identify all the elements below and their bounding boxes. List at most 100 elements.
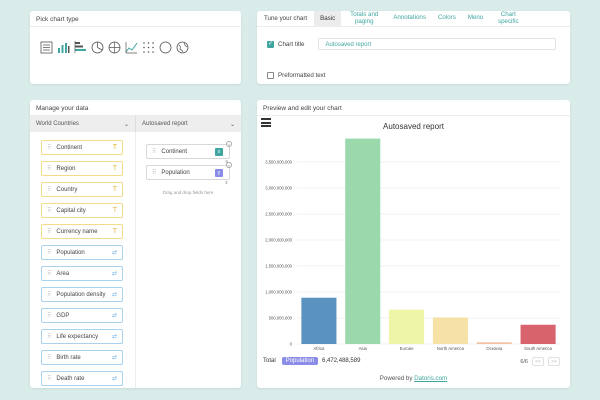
- manage-data-panel: Manage your data World Countries ⌄ Autosa…: [30, 100, 241, 388]
- chart-title-input[interactable]: Autosaved report: [318, 38, 557, 50]
- report-field-continent[interactable]: ⠿ Continent x × 6: [146, 141, 232, 164]
- drag-handle-icon[interactable]: ⠿: [47, 334, 52, 340]
- panel-title: Preview and edit your chart: [257, 100, 570, 116]
- tune-chart-panel: Tune your chart Basic Totals and paging …: [257, 11, 570, 84]
- tab-basic[interactable]: Basic: [314, 11, 342, 27]
- available-fields: ⠿ Continent T ⠿ Region T ⠿ Country T ⠿ Capital …: [41, 140, 123, 388]
- globe-icon[interactable]: [176, 41, 189, 54]
- prev-page-button[interactable]: <<: [532, 357, 544, 366]
- scatter-icon[interactable]: [108, 41, 121, 54]
- field-country[interactable]: ⠿ Country T: [41, 182, 123, 197]
- drag-handle-icon[interactable]: ⠿: [47, 355, 52, 361]
- datoris-link[interactable]: Datoris.com: [414, 375, 448, 382]
- bar-europe[interactable]: [389, 309, 425, 344]
- field-label: Country: [56, 186, 78, 193]
- drag-handle-icon[interactable]: ⠿: [47, 208, 52, 214]
- chart-type-list: [30, 27, 241, 54]
- preformatted-row: Preformatted text: [267, 72, 325, 79]
- chart-title: Autosaved report: [383, 122, 444, 131]
- field-currency-name[interactable]: ⠿ Currency name T: [41, 224, 123, 239]
- field-continent[interactable]: ⠿ Continent T: [41, 140, 123, 155]
- bar-south-america[interactable]: [520, 324, 556, 344]
- bar-africa[interactable]: [301, 297, 337, 344]
- horizontal-bar-icon[interactable]: [74, 41, 87, 54]
- bar-oceania[interactable]: [476, 342, 512, 344]
- source-bar: World Countries ⌄ Autosaved report ⌄: [30, 116, 241, 132]
- y-tick-label: 1,500,000,000: [265, 264, 292, 269]
- field-label: Continent: [161, 148, 188, 155]
- bar-north-america[interactable]: [432, 317, 468, 344]
- drag-handle-icon[interactable]: ⠿: [47, 376, 52, 382]
- report-select[interactable]: Autosaved report ⌄: [135, 116, 241, 132]
- report-fields: ⠿ Continent x × 6 ⠿ Population y × Σ Dra…: [146, 141, 232, 195]
- bar-asia[interactable]: [345, 138, 381, 344]
- chart-title-checkbox[interactable]: ✓: [267, 40, 274, 48]
- field-population-density[interactable]: ⠿ Population density ⇄: [41, 287, 123, 302]
- field-area[interactable]: ⠿ Area ⇄: [41, 266, 123, 281]
- tune-tabs: Tune your chart Basic Totals and paging …: [257, 11, 570, 27]
- drag-handle-icon[interactable]: ⠿: [47, 229, 52, 235]
- drag-handle-icon[interactable]: ⠿: [47, 250, 52, 256]
- source-name: World Countries: [36, 121, 79, 127]
- panel-title: Pick chart type: [30, 11, 241, 27]
- tab-totals-paging[interactable]: Totals and paging: [350, 11, 379, 25]
- text-type-icon: T: [112, 165, 117, 172]
- chevron-down-icon: ⌄: [229, 121, 235, 128]
- drag-handle-icon[interactable]: ⠿: [47, 187, 52, 193]
- page-indicator: 6/6: [520, 358, 528, 365]
- tab-annotations[interactable]: Annotations: [393, 14, 426, 22]
- bar-chart: 0 500,000,000 1,000,000,000 1,500,000,000 2,…: [265, 138, 560, 350]
- drag-handle-icon[interactable]: ⠿: [152, 149, 157, 155]
- pie-chart-icon[interactable]: [91, 41, 104, 54]
- axis-badge[interactable]: y: [215, 169, 223, 177]
- chevron-down-icon: ⌄: [123, 121, 129, 128]
- field-gdp[interactable]: ⠿ GDP ⇄: [41, 308, 123, 323]
- drag-handle-icon[interactable]: ⠿: [47, 271, 52, 277]
- powered-prefix: Powered by: [379, 375, 413, 382]
- number-type-icon: ⇄: [111, 376, 117, 382]
- total-row: Total Population 6,472,488,589: [263, 357, 360, 365]
- menu-icon[interactable]: [261, 118, 271, 128]
- dot-matrix-icon[interactable]: [142, 41, 155, 54]
- axis-badge[interactable]: x: [215, 148, 223, 156]
- field-label: GDP: [56, 312, 70, 319]
- table-icon[interactable]: [40, 41, 53, 54]
- x-tick-label: Oceania: [486, 346, 503, 350]
- field-population[interactable]: ⠿ Population ⇄: [41, 245, 123, 260]
- tab-chart-specific[interactable]: Chart specific: [497, 11, 519, 25]
- column-divider: [135, 132, 136, 388]
- circle-icon[interactable]: [159, 41, 172, 54]
- text-type-icon: T: [112, 186, 117, 193]
- tab-menu[interactable]: Menu: [467, 14, 484, 22]
- remove-icon[interactable]: ×: [226, 141, 232, 147]
- field-label: Currency name: [56, 228, 98, 235]
- tab-colors[interactable]: Colors: [437, 14, 456, 22]
- powered-by: Powered by Datoris.com: [257, 375, 570, 382]
- field-death-rate[interactable]: ⠿ Death rate ⇄: [41, 371, 123, 386]
- drag-handle-icon[interactable]: ⠿: [152, 170, 157, 176]
- remove-icon[interactable]: ×: [226, 162, 232, 168]
- drag-handle-icon[interactable]: ⠿: [47, 145, 52, 151]
- aggregate-icon[interactable]: Σ: [225, 180, 228, 185]
- field-region[interactable]: ⠿ Region T: [41, 161, 123, 176]
- source-select[interactable]: World Countries ⌄: [30, 116, 135, 132]
- drag-handle-icon[interactable]: ⠿: [47, 292, 52, 298]
- line-chart-icon[interactable]: [125, 41, 138, 54]
- bar-chart-icon[interactable]: [57, 41, 70, 54]
- field-capital-city[interactable]: ⠿ Capital city T: [41, 203, 123, 218]
- field-birth-rate[interactable]: ⠿ Birth rate ⇄: [41, 350, 123, 365]
- field-count: 6: [225, 159, 228, 164]
- drag-handle-icon[interactable]: ⠿: [47, 166, 52, 172]
- field-life-expectancy[interactable]: ⠿ Life expectancy ⇄: [41, 329, 123, 344]
- x-tick-label: Asia: [359, 346, 368, 350]
- preformatted-checkbox[interactable]: [267, 72, 274, 79]
- total-label: Total: [263, 358, 276, 364]
- text-type-icon: T: [112, 144, 117, 151]
- next-page-button[interactable]: >>: [548, 357, 560, 366]
- field-label: Death rate: [56, 375, 85, 382]
- drag-handle-icon[interactable]: ⠿: [47, 313, 52, 319]
- report-field-population[interactable]: ⠿ Population y × Σ: [146, 162, 232, 185]
- x-tick-label: North America: [437, 346, 465, 350]
- chart-title-label: Chart title: [278, 40, 305, 48]
- number-type-icon: ⇄: [111, 292, 117, 298]
